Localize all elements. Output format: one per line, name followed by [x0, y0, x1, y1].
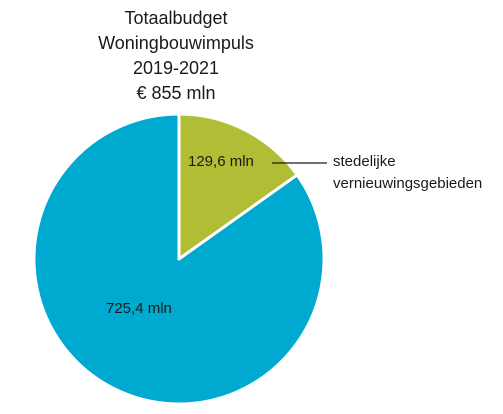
title-line-3: 2019-2021: [133, 58, 219, 78]
annotation-line-1: stedelijke: [333, 153, 396, 170]
title-line-2: Woningbouwimpuls: [98, 33, 254, 53]
pie-slice-other: [32, 112, 326, 406]
pie-slice-urban-renewal: [177, 112, 299, 261]
title-line-4: € 855 mln: [136, 83, 215, 103]
annotation-line-2: vernieuwingsgebieden: [333, 175, 482, 192]
title-line-1: Totaalbudget: [124, 8, 227, 28]
slice-value-label-other: 725,4 mln: [106, 300, 172, 317]
chart-title: Totaalbudget Woningbouwimpuls 2019-2021 …: [98, 8, 254, 103]
pie-slices: [32, 112, 326, 406]
slice-value-label-urban-renewal: 129,6 mln: [188, 153, 254, 170]
